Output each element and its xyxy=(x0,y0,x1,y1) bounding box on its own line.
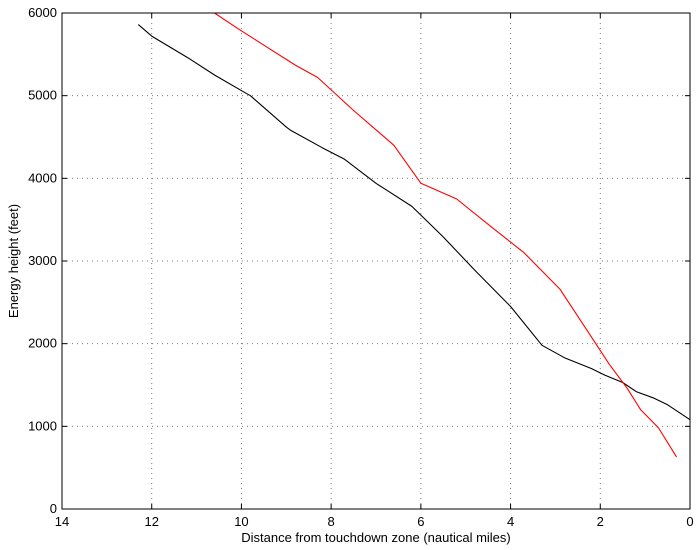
y-tick-label: 6000 xyxy=(28,5,57,20)
y-tick-label: 5000 xyxy=(28,88,57,103)
y-tick-label: 0 xyxy=(50,501,57,516)
y-tick-label: 4000 xyxy=(28,170,57,185)
y-tick-label: 3000 xyxy=(28,253,57,268)
y-axis-label: Energy height (feet) xyxy=(6,204,21,318)
x-tick-label: 4 xyxy=(507,514,514,529)
x-tick-label: 0 xyxy=(686,514,693,529)
series-lines xyxy=(137,12,691,458)
series-line-1 xyxy=(137,24,691,421)
x-tick-label: 2 xyxy=(597,514,604,529)
plot-frame xyxy=(61,12,691,510)
x-axis-label: Distance from touchdown zone (nautical m… xyxy=(241,530,511,545)
series-line-2 xyxy=(214,12,677,458)
grid xyxy=(62,13,690,509)
x-tick-label: 14 xyxy=(55,514,69,529)
y-tick-label: 2000 xyxy=(28,336,57,351)
x-tick-label: 12 xyxy=(144,514,158,529)
axis-ticks: 14 12 10 8 6 4 2 0 0 1000 2000 3000 4000 5000 6000 xyxy=(28,5,694,529)
x-tick-label: 6 xyxy=(417,514,424,529)
x-tick-label: 10 xyxy=(234,514,248,529)
y-tick-label: 1000 xyxy=(28,418,57,433)
x-tick-label: 8 xyxy=(328,514,335,529)
